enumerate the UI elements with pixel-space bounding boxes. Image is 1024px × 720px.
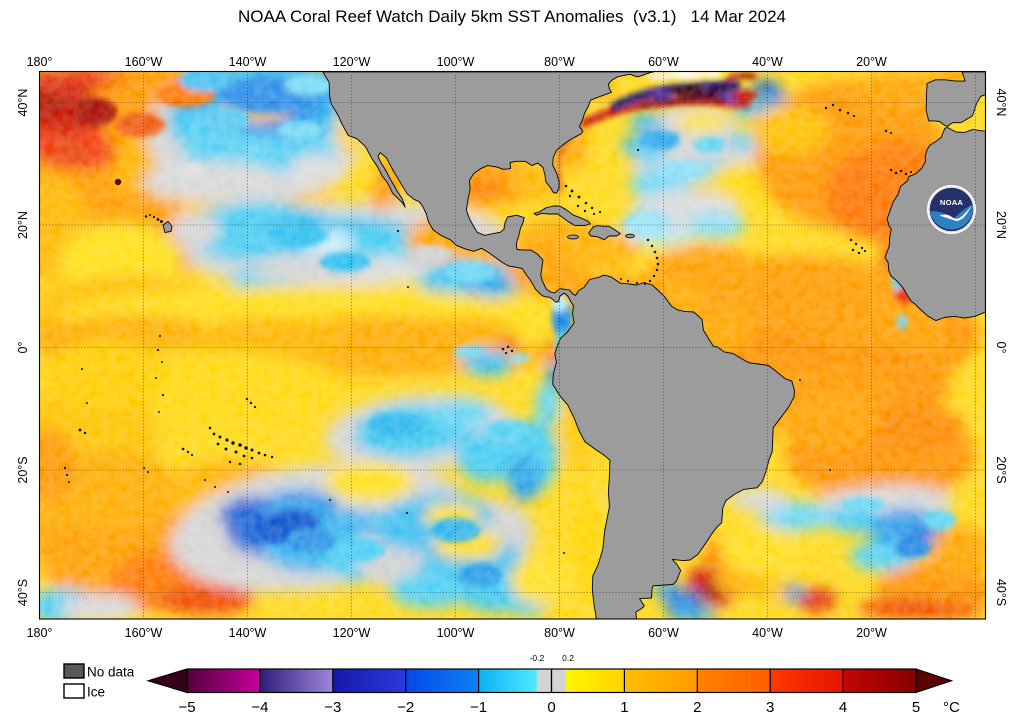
svg-text:160°W: 160°W [125, 626, 163, 640]
svg-text:40°S: 40°S [994, 579, 1008, 606]
svg-text:20°N: 20°N [994, 211, 1008, 239]
svg-text:−5: −5 [178, 699, 195, 716]
svg-text:100°W: 100°W [437, 626, 475, 640]
svg-text:180°: 180° [27, 626, 53, 640]
svg-text:20°W: 20°W [856, 55, 887, 69]
svg-text:−1: −1 [470, 699, 487, 716]
svg-text:140°W: 140°W [229, 626, 267, 640]
svg-text:°C: °C [943, 699, 960, 716]
svg-text:40°N: 40°N [994, 89, 1008, 117]
svg-text:1: 1 [620, 699, 628, 716]
svg-text:160°W: 160°W [125, 55, 163, 69]
svg-text:40°S: 40°S [16, 579, 30, 606]
svg-text:40°W: 40°W [752, 626, 783, 640]
svg-text:60°W: 60°W [648, 626, 679, 640]
svg-text:NOAA Coral Reef Watch Daily 5k: NOAA Coral Reef Watch Daily 5km SST Anom… [238, 7, 786, 26]
svg-text:120°W: 120°W [333, 55, 371, 69]
svg-text:0.2: 0.2 [562, 653, 574, 663]
svg-text:20°W: 20°W [856, 626, 887, 640]
svg-text:3: 3 [766, 699, 774, 716]
svg-text:20°S: 20°S [16, 456, 30, 483]
svg-text:0°: 0° [16, 342, 30, 354]
svg-text:80°W: 80°W [544, 55, 575, 69]
svg-text:140°W: 140°W [229, 55, 267, 69]
svg-text:120°W: 120°W [333, 626, 371, 640]
svg-text:Ice: Ice [87, 685, 105, 700]
svg-text:0°: 0° [994, 342, 1008, 354]
svg-text:20°N: 20°N [16, 211, 30, 239]
svg-text:NOAA: NOAA [940, 198, 963, 207]
svg-text:No data: No data [87, 665, 135, 680]
svg-text:100°W: 100°W [437, 55, 475, 69]
svg-text:80°W: 80°W [544, 626, 575, 640]
svg-text:−4: −4 [251, 699, 268, 716]
svg-text:−3: −3 [324, 699, 341, 716]
svg-text:4: 4 [839, 699, 847, 716]
svg-text:20°S: 20°S [994, 456, 1008, 483]
svg-text:40°N: 40°N [16, 89, 30, 117]
svg-text:2: 2 [693, 699, 701, 716]
svg-text:40°W: 40°W [752, 55, 783, 69]
svg-text:0: 0 [547, 699, 555, 716]
svg-text:5: 5 [912, 699, 920, 716]
svg-text:60°W: 60°W [648, 55, 679, 69]
svg-text:180°: 180° [27, 55, 53, 69]
svg-text:-0.2: -0.2 [530, 653, 545, 663]
svg-text:−2: −2 [397, 699, 414, 716]
